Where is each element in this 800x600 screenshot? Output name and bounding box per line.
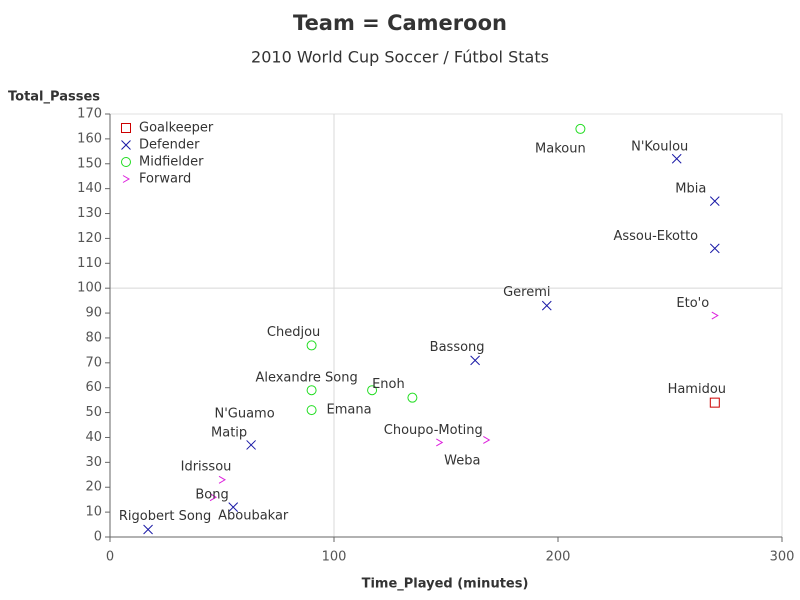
point-label: Enoh bbox=[372, 377, 405, 392]
y-tick-label: 140 bbox=[77, 181, 102, 196]
point-label: Rigobert Song bbox=[119, 509, 211, 524]
marker bbox=[121, 157, 131, 167]
marker bbox=[483, 436, 491, 444]
chart-subtitle: 2010 World Cup Soccer / Fútbol Stats bbox=[251, 48, 549, 67]
legend-label: Defender bbox=[139, 138, 200, 153]
marker bbox=[407, 392, 418, 403]
x-tick-label: 0 bbox=[106, 550, 114, 565]
y-tick-label: 70 bbox=[85, 355, 102, 370]
point-label: Chedjou bbox=[267, 325, 320, 340]
y-tick-label: 80 bbox=[85, 330, 102, 345]
marker bbox=[709, 243, 720, 254]
marker bbox=[367, 385, 378, 396]
point-label: Assou-Ekotto bbox=[613, 229, 698, 244]
point-label: Alexandre Song bbox=[255, 371, 357, 386]
point-label: Bong bbox=[195, 488, 228, 503]
y-tick-label: 130 bbox=[77, 206, 102, 221]
y-tick-label: 50 bbox=[85, 405, 102, 420]
marker bbox=[470, 355, 480, 366]
marker bbox=[306, 385, 317, 396]
point-label: Eto'o bbox=[676, 296, 709, 311]
point-label: Aboubakar bbox=[218, 509, 289, 524]
point-label: Weba bbox=[444, 453, 480, 468]
y-tick-label: 120 bbox=[77, 231, 102, 246]
x-tick-label: 300 bbox=[770, 550, 795, 565]
y-tick-label: 160 bbox=[77, 131, 102, 146]
marker bbox=[436, 438, 444, 447]
y-tick-label: 0 bbox=[94, 530, 102, 545]
y-tick-label: 110 bbox=[77, 256, 102, 271]
marker bbox=[306, 405, 317, 416]
marker bbox=[711, 311, 719, 320]
x-tick-label: 100 bbox=[322, 550, 347, 565]
y-tick-label: 90 bbox=[85, 306, 102, 321]
point-label: Hamidou bbox=[668, 382, 726, 397]
legend-label: Forward bbox=[139, 172, 191, 187]
marker bbox=[121, 123, 131, 133]
marker bbox=[228, 502, 239, 512]
marker bbox=[575, 123, 586, 134]
legend-label: Goalkeeper bbox=[139, 121, 214, 136]
point-label: Geremi bbox=[503, 285, 550, 300]
marker bbox=[209, 493, 218, 502]
point-label: Idrissou bbox=[181, 459, 232, 474]
marker bbox=[122, 175, 130, 183]
marker bbox=[143, 524, 153, 535]
y-tick-label: 150 bbox=[77, 156, 102, 171]
marker bbox=[218, 475, 226, 484]
point-label: Mbia bbox=[675, 182, 706, 197]
point-label: Matip bbox=[211, 425, 247, 440]
point-label: Choupo-Moting bbox=[384, 423, 483, 438]
y-tick-label: 40 bbox=[85, 430, 102, 445]
marker bbox=[246, 440, 256, 450]
point-label: Emana bbox=[327, 403, 372, 418]
point-label: N'Koulou bbox=[631, 139, 688, 154]
y-axis-label: Total_Passes bbox=[8, 90, 100, 105]
point-label: N'Guamo bbox=[214, 407, 274, 422]
marker bbox=[541, 300, 552, 311]
chart-title: Team = Cameroon bbox=[293, 11, 507, 35]
marker bbox=[306, 340, 317, 351]
y-tick-label: 10 bbox=[85, 505, 102, 520]
marker bbox=[709, 196, 720, 206]
marker bbox=[121, 140, 131, 150]
y-tick-label: 170 bbox=[77, 107, 102, 122]
point-label: Bassong bbox=[430, 340, 485, 355]
marker bbox=[671, 153, 682, 164]
y-tick-label: 60 bbox=[85, 380, 102, 395]
y-tick-label: 100 bbox=[77, 281, 102, 296]
y-tick-label: 30 bbox=[85, 455, 102, 470]
x-axis-label: Time_Played (minutes) bbox=[362, 577, 529, 592]
marker bbox=[709, 397, 720, 408]
x-tick-label: 200 bbox=[546, 550, 571, 565]
y-tick-label: 20 bbox=[85, 480, 102, 495]
legend-label: Midfielder bbox=[139, 155, 204, 170]
point-label: Makoun bbox=[535, 141, 586, 156]
